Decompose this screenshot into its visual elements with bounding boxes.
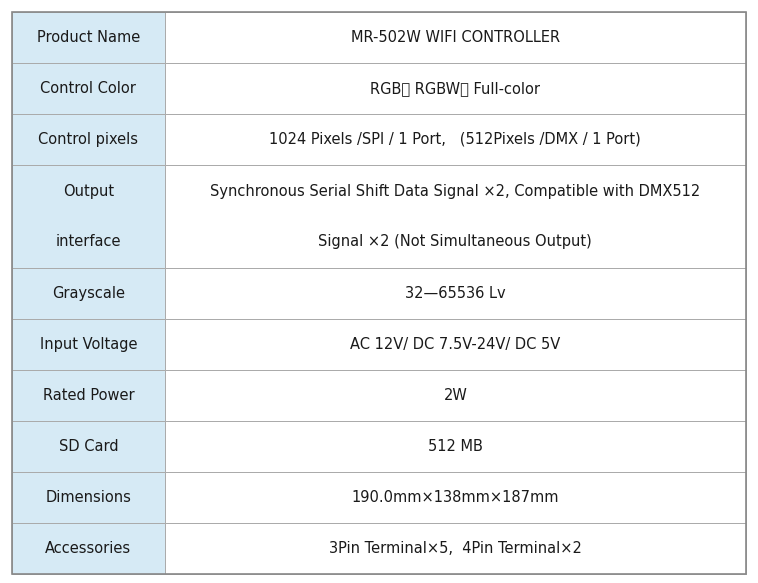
Text: Control pixels: Control pixels [39,132,139,147]
Bar [12,114,164,165]
Bar [164,319,746,370]
Text: Dimensions: Dimensions [45,490,131,505]
Bar [12,63,164,114]
Text: 190.0mm×138mm×187mm: 190.0mm×138mm×187mm [352,490,559,505]
Bar [12,472,164,523]
Bar [12,421,164,472]
Bar [12,523,164,574]
Bar [12,12,164,63]
Bar [164,472,746,523]
Text: MR-502W WIFI CONTROLLER: MR-502W WIFI CONTROLLER [351,30,560,45]
Bar [12,268,164,319]
Bar [164,114,746,165]
Bar [164,421,746,472]
Text: 1024 Pixels /SPI / 1 Port,   (512Pixels /DMX / 1 Port): 1024 Pixels /SPI / 1 Port, (512Pixels /D… [269,132,641,147]
Text: Control Color: Control Color [40,81,136,96]
Text: Synchronous Serial Shift Data Signal ×2, Compatible with DMX512

Signal ×2 (Not : Synchronous Serial Shift Data Signal ×2,… [210,184,700,248]
Bar [12,370,164,421]
Bar [164,370,746,421]
Bar [164,63,746,114]
Bar [12,319,164,370]
Bar [164,165,746,268]
Text: Product Name: Product Name [36,30,140,45]
Text: 3Pin Terminal×5,  4Pin Terminal×2: 3Pin Terminal×5, 4Pin Terminal×2 [329,541,582,556]
Text: SD Card: SD Card [58,439,118,454]
Text: 512 MB: 512 MB [428,439,483,454]
Text: RGB、 RGBW、 Full-color: RGB、 RGBW、 Full-color [371,81,540,96]
Text: Output

interface: Output interface [55,184,121,248]
Bar [164,12,746,63]
Text: Input Voltage: Input Voltage [39,337,137,352]
Text: Accessories: Accessories [45,541,131,556]
Text: 32—65536 Lv: 32—65536 Lv [405,286,506,301]
Bar [164,523,746,574]
Text: Rated Power: Rated Power [42,388,134,403]
Bar [164,268,746,319]
Text: Grayscale: Grayscale [52,286,125,301]
Bar [12,165,164,268]
Text: AC 12V/ DC 7.5V-24V/ DC 5V: AC 12V/ DC 7.5V-24V/ DC 5V [350,337,560,352]
Text: 2W: 2W [443,388,467,403]
